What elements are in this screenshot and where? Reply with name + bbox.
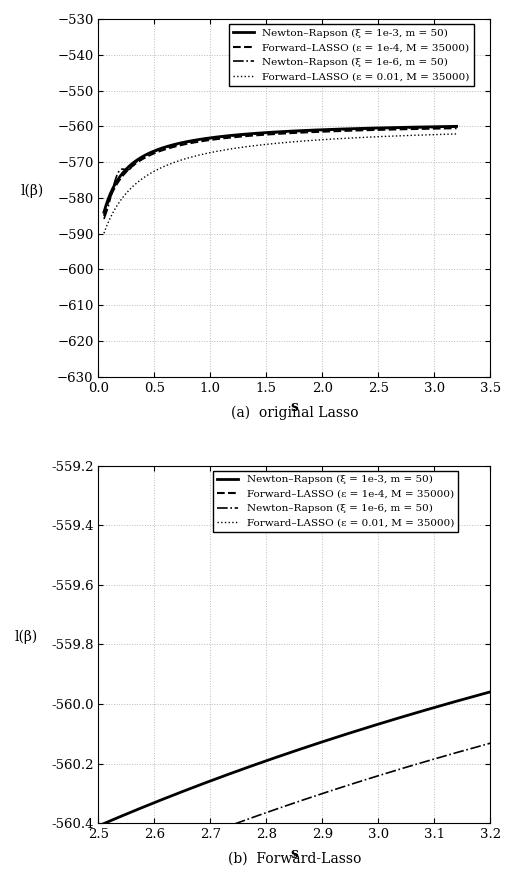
Newton–Rapson (ξ = 1e-3, m = 50) <box>270 127 277 137</box>
Newton–Rapson (ξ = 1e-3, m = 50) <box>268 127 274 137</box>
Newton–Rapson (ξ = 1e-3, m = 50) <box>95 821 101 831</box>
Forward–LASSO (ε = 1e-4, M = 35000) <box>478 844 484 855</box>
Newton–Rapson (ξ = 1e-3, m = 50) <box>487 687 493 697</box>
Text: (b)  Forward-Lasso: (b) Forward-Lasso <box>228 852 361 866</box>
Y-axis label: l(β): l(β) <box>21 184 44 198</box>
Line: Forward–LASSO (ε = 0.01, M = 35000): Forward–LASSO (ε = 0.01, M = 35000) <box>104 134 457 234</box>
Newton–Rapson (ξ = 1e-3, m = 50) <box>311 125 317 136</box>
Newton–Rapson (ξ = 1e-3, m = 50) <box>417 707 423 717</box>
Forward–LASSO (ε = 1e-4, M = 35000) <box>454 123 460 134</box>
Forward–LASSO (ε = 1e-4, M = 35000) <box>417 862 423 872</box>
X-axis label: s: s <box>290 400 298 414</box>
Forward–LASSO (ε = 0.01, M = 35000) <box>390 131 396 142</box>
Newton–Rapson (ξ = 1e-6, m = 50) <box>445 122 451 132</box>
Newton–Rapson (ξ = 1e-6, m = 50) <box>281 801 287 811</box>
Newton–Rapson (ξ = 1e-6, m = 50) <box>417 758 423 768</box>
Forward–LASSO (ε = 1e-4, M = 35000) <box>445 123 451 134</box>
Newton–Rapson (ξ = 1e-3, m = 50) <box>445 122 451 132</box>
Forward–LASSO (ε = 1e-4, M = 35000) <box>268 129 274 139</box>
Newton–Rapson (ξ = 1e-3, m = 50) <box>390 123 396 133</box>
Newton–Rapson (ξ = 1e-6, m = 50) <box>291 126 298 136</box>
Forward–LASSO (ε = 0.01, M = 35000) <box>101 228 107 239</box>
Y-axis label: l(β): l(β) <box>14 630 38 644</box>
Forward–LASSO (ε = 0.01, M = 35000) <box>311 135 317 145</box>
Newton–Rapson (ξ = 1e-6, m = 50) <box>284 801 290 811</box>
Newton–Rapson (ξ = 1e-6, m = 50) <box>390 123 396 134</box>
Legend: Newton–Rapson (ξ = 1e-3, m = 50), Forward–LASSO (ε = 1e-4, M = 35000), Newton–Ra: Newton–Rapson (ξ = 1e-3, m = 50), Forwar… <box>229 24 474 86</box>
Forward–LASSO (ε = 0.01, M = 35000) <box>454 129 460 139</box>
Newton–Rapson (ξ = 1e-6, m = 50) <box>270 128 277 138</box>
Forward–LASSO (ε = 1e-4, M = 35000) <box>101 211 107 221</box>
Text: (a)  original Lasso: (a) original Lasso <box>231 405 358 420</box>
Newton–Rapson (ξ = 1e-3, m = 50) <box>101 207 107 218</box>
Line: Newton–Rapson (ξ = 1e-6, m = 50): Newton–Rapson (ξ = 1e-6, m = 50) <box>104 127 457 219</box>
Newton–Rapson (ξ = 1e-3, m = 50) <box>329 733 335 744</box>
Newton–Rapson (ξ = 1e-6, m = 50) <box>101 214 107 224</box>
Forward–LASSO (ε = 0.01, M = 35000) <box>270 138 277 149</box>
Line: Newton–Rapson (ξ = 1e-3, m = 50): Newton–Rapson (ξ = 1e-3, m = 50) <box>104 126 457 213</box>
Newton–Rapson (ξ = 1e-3, m = 50) <box>478 690 484 700</box>
Legend: Newton–Rapson (ξ = 1e-3, m = 50), Forward–LASSO (ε = 1e-4, M = 35000), Newton–Ra: Newton–Rapson (ξ = 1e-3, m = 50), Forwar… <box>213 471 458 532</box>
Line: Forward–LASSO (ε = 1e-4, M = 35000): Forward–LASSO (ε = 1e-4, M = 35000) <box>104 129 457 216</box>
Newton–Rapson (ξ = 1e-3, m = 50) <box>281 749 287 760</box>
X-axis label: s: s <box>290 846 298 860</box>
Forward–LASSO (ε = 1e-4, M = 35000) <box>487 842 493 852</box>
Newton–Rapson (ξ = 1e-6, m = 50) <box>478 740 484 751</box>
Line: Newton–Rapson (ξ = 1e-6, m = 50): Newton–Rapson (ξ = 1e-6, m = 50) <box>98 743 490 875</box>
Newton–Rapson (ξ = 1e-6, m = 50) <box>268 128 274 138</box>
Newton–Rapson (ξ = 1e-3, m = 50) <box>307 740 314 751</box>
Line: Newton–Rapson (ξ = 1e-3, m = 50): Newton–Rapson (ξ = 1e-3, m = 50) <box>98 692 490 826</box>
Forward–LASSO (ε = 1e-4, M = 35000) <box>291 128 298 138</box>
Newton–Rapson (ξ = 1e-6, m = 50) <box>329 785 335 795</box>
Forward–LASSO (ε = 0.01, M = 35000) <box>268 138 274 149</box>
Forward–LASSO (ε = 1e-4, M = 35000) <box>311 127 317 137</box>
Newton–Rapson (ξ = 1e-6, m = 50) <box>487 738 493 748</box>
Forward–LASSO (ε = 1e-4, M = 35000) <box>390 124 396 135</box>
Newton–Rapson (ξ = 1e-6, m = 50) <box>454 122 460 132</box>
Forward–LASSO (ε = 0.01, M = 35000) <box>445 129 451 139</box>
Newton–Rapson (ξ = 1e-6, m = 50) <box>307 792 314 802</box>
Line: Forward–LASSO (ε = 1e-4, M = 35000): Forward–LASSO (ε = 1e-4, M = 35000) <box>98 847 490 875</box>
Forward–LASSO (ε = 0.01, M = 35000) <box>291 136 298 147</box>
Newton–Rapson (ξ = 1e-3, m = 50) <box>291 126 298 136</box>
Newton–Rapson (ξ = 1e-6, m = 50) <box>95 873 101 875</box>
Newton–Rapson (ξ = 1e-3, m = 50) <box>284 748 290 759</box>
Newton–Rapson (ξ = 1e-6, m = 50) <box>311 125 317 136</box>
Forward–LASSO (ε = 1e-4, M = 35000) <box>270 129 277 139</box>
Newton–Rapson (ξ = 1e-3, m = 50) <box>454 121 460 131</box>
